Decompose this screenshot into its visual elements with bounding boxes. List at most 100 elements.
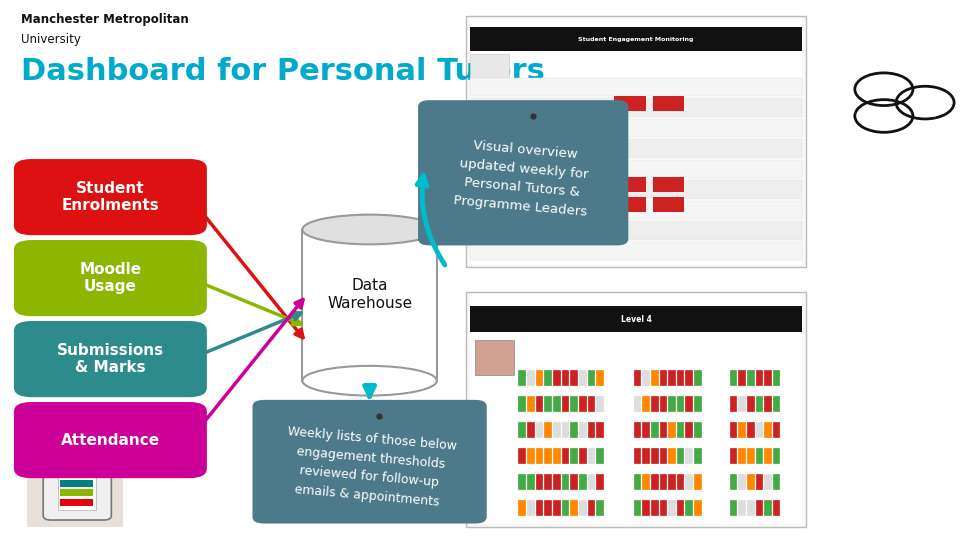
FancyBboxPatch shape [677, 474, 684, 490]
FancyBboxPatch shape [660, 370, 667, 386]
FancyBboxPatch shape [60, 489, 93, 496]
FancyBboxPatch shape [653, 177, 684, 192]
FancyBboxPatch shape [730, 474, 737, 490]
FancyBboxPatch shape [562, 474, 569, 490]
FancyBboxPatch shape [596, 422, 604, 438]
FancyBboxPatch shape [651, 422, 659, 438]
FancyBboxPatch shape [466, 292, 806, 526]
FancyBboxPatch shape [642, 448, 650, 464]
FancyBboxPatch shape [668, 422, 676, 438]
FancyBboxPatch shape [27, 435, 123, 526]
FancyBboxPatch shape [764, 500, 772, 516]
FancyBboxPatch shape [596, 370, 604, 386]
FancyBboxPatch shape [747, 448, 755, 464]
FancyBboxPatch shape [642, 422, 650, 438]
FancyBboxPatch shape [536, 396, 543, 412]
FancyBboxPatch shape [651, 474, 659, 490]
FancyBboxPatch shape [694, 448, 702, 464]
FancyBboxPatch shape [579, 448, 587, 464]
FancyBboxPatch shape [730, 370, 737, 386]
FancyBboxPatch shape [553, 396, 561, 412]
FancyBboxPatch shape [536, 448, 543, 464]
FancyBboxPatch shape [553, 370, 561, 386]
FancyBboxPatch shape [677, 396, 684, 412]
FancyBboxPatch shape [756, 448, 763, 464]
FancyBboxPatch shape [764, 474, 772, 490]
FancyBboxPatch shape [773, 448, 780, 464]
FancyBboxPatch shape [527, 422, 535, 438]
FancyBboxPatch shape [466, 16, 806, 267]
FancyBboxPatch shape [668, 500, 676, 516]
FancyBboxPatch shape [738, 422, 746, 438]
FancyBboxPatch shape [553, 500, 561, 516]
FancyBboxPatch shape [685, 448, 693, 464]
FancyBboxPatch shape [660, 448, 667, 464]
FancyBboxPatch shape [518, 422, 526, 438]
FancyBboxPatch shape [470, 201, 802, 219]
FancyBboxPatch shape [634, 422, 641, 438]
FancyBboxPatch shape [588, 422, 595, 438]
FancyBboxPatch shape [660, 474, 667, 490]
FancyBboxPatch shape [518, 474, 526, 490]
FancyBboxPatch shape [596, 474, 604, 490]
FancyBboxPatch shape [562, 500, 569, 516]
FancyBboxPatch shape [13, 402, 207, 478]
FancyBboxPatch shape [470, 180, 802, 199]
Text: Attendance: Attendance [60, 433, 160, 448]
FancyBboxPatch shape [614, 197, 646, 212]
FancyBboxPatch shape [764, 370, 772, 386]
FancyBboxPatch shape [773, 370, 780, 386]
FancyBboxPatch shape [527, 396, 535, 412]
FancyBboxPatch shape [13, 159, 207, 235]
Text: Manchester Metropolitan: Manchester Metropolitan [21, 14, 189, 26]
FancyBboxPatch shape [553, 422, 561, 438]
FancyBboxPatch shape [570, 422, 578, 438]
FancyBboxPatch shape [738, 448, 746, 464]
FancyBboxPatch shape [518, 396, 526, 412]
FancyBboxPatch shape [614, 177, 646, 192]
FancyBboxPatch shape [764, 422, 772, 438]
FancyBboxPatch shape [470, 221, 802, 240]
FancyBboxPatch shape [642, 500, 650, 516]
FancyBboxPatch shape [634, 370, 641, 386]
FancyBboxPatch shape [470, 98, 802, 117]
FancyBboxPatch shape [58, 464, 96, 510]
FancyBboxPatch shape [470, 160, 802, 178]
FancyBboxPatch shape [518, 370, 526, 386]
FancyBboxPatch shape [527, 370, 535, 386]
FancyBboxPatch shape [596, 500, 604, 516]
Ellipse shape [302, 366, 437, 395]
FancyBboxPatch shape [544, 422, 552, 438]
FancyBboxPatch shape [588, 500, 595, 516]
FancyBboxPatch shape [536, 422, 543, 438]
Text: Student Engagement Monitoring: Student Engagement Monitoring [578, 37, 694, 42]
FancyBboxPatch shape [651, 500, 659, 516]
FancyBboxPatch shape [653, 96, 684, 111]
FancyBboxPatch shape [730, 448, 737, 464]
FancyBboxPatch shape [764, 396, 772, 412]
FancyBboxPatch shape [570, 448, 578, 464]
Polygon shape [854, 112, 862, 119]
FancyBboxPatch shape [588, 448, 595, 464]
FancyBboxPatch shape [668, 370, 676, 386]
FancyBboxPatch shape [570, 370, 578, 386]
FancyBboxPatch shape [634, 448, 641, 464]
FancyBboxPatch shape [579, 474, 587, 490]
FancyBboxPatch shape [579, 370, 587, 386]
FancyBboxPatch shape [651, 370, 659, 386]
FancyBboxPatch shape [588, 370, 595, 386]
FancyBboxPatch shape [773, 422, 780, 438]
FancyBboxPatch shape [470, 119, 802, 137]
FancyBboxPatch shape [536, 474, 543, 490]
FancyBboxPatch shape [518, 500, 526, 516]
FancyBboxPatch shape [642, 396, 650, 412]
FancyBboxPatch shape [756, 370, 763, 386]
Ellipse shape [302, 214, 437, 244]
Text: University: University [21, 33, 81, 46]
FancyBboxPatch shape [60, 470, 93, 477]
FancyBboxPatch shape [773, 474, 780, 490]
FancyBboxPatch shape [43, 449, 111, 520]
FancyBboxPatch shape [773, 396, 780, 412]
Polygon shape [933, 112, 941, 119]
FancyBboxPatch shape [685, 474, 693, 490]
